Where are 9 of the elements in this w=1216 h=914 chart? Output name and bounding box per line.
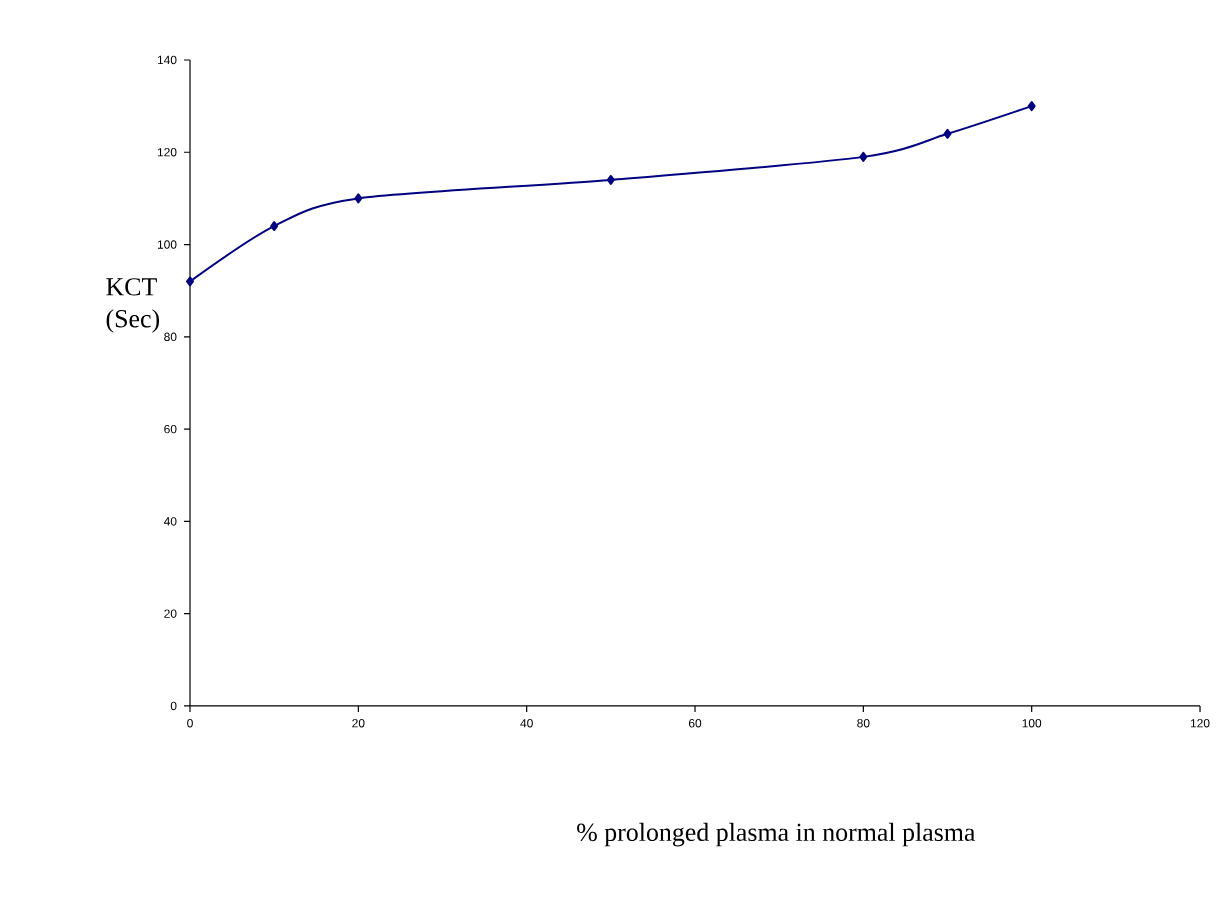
x-axis-title: % prolonged plasma in normal plasma: [577, 822, 976, 847]
point: [186, 276, 195, 287]
point: [943, 128, 952, 139]
point: [859, 151, 868, 162]
point: [1027, 101, 1036, 112]
point: [606, 174, 615, 185]
y-axis-title: KCT (Sec): [106, 278, 160, 333]
point: [270, 221, 279, 232]
point: [354, 193, 363, 204]
